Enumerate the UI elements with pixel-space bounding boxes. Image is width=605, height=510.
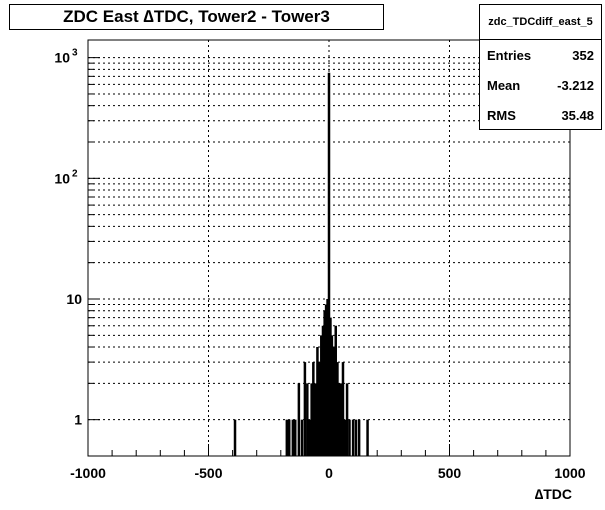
x-tick-label: 500 — [438, 465, 462, 481]
x-axis-title: ∆TDC — [534, 486, 572, 502]
histogram-bars — [233, 72, 369, 456]
stats-rms-value: 35.48 — [561, 107, 594, 123]
y-tick-exponent: 3 — [72, 48, 78, 59]
x-tick-label: 0 — [325, 465, 333, 481]
stats-mean-label: Mean — [487, 77, 521, 93]
x-tick-label: -500 — [194, 465, 222, 481]
stats-row-entries: Entries 352 — [480, 40, 601, 70]
y-tick-label: 10 — [54, 170, 70, 186]
stats-box: zdc_TDCdiff_east_5 Entries 352 Mean -3.2… — [479, 4, 602, 130]
y-tick-label: 1 — [74, 412, 82, 428]
stats-row-mean: Mean -3.212 — [480, 70, 601, 100]
stats-rms-label: RMS — [487, 107, 516, 123]
stats-row-rms: RMS 35.48 — [480, 100, 601, 130]
stats-entries-value: 352 — [572, 47, 594, 63]
x-tick-label: 1000 — [554, 465, 585, 481]
y-tick-label: 10 — [54, 50, 70, 66]
y-tick-label: 10 — [66, 291, 82, 307]
x-tick-label: -1000 — [70, 465, 106, 481]
stats-histogram-name: zdc_TDCdiff_east_5 — [480, 5, 601, 40]
chart-title: ZDC East ∆TDC, Tower2 - Tower3 — [9, 4, 384, 30]
stats-mean-value: -3.212 — [557, 77, 594, 93]
stats-entries-label: Entries — [487, 47, 532, 63]
y-tick-exponent: 2 — [72, 168, 78, 179]
